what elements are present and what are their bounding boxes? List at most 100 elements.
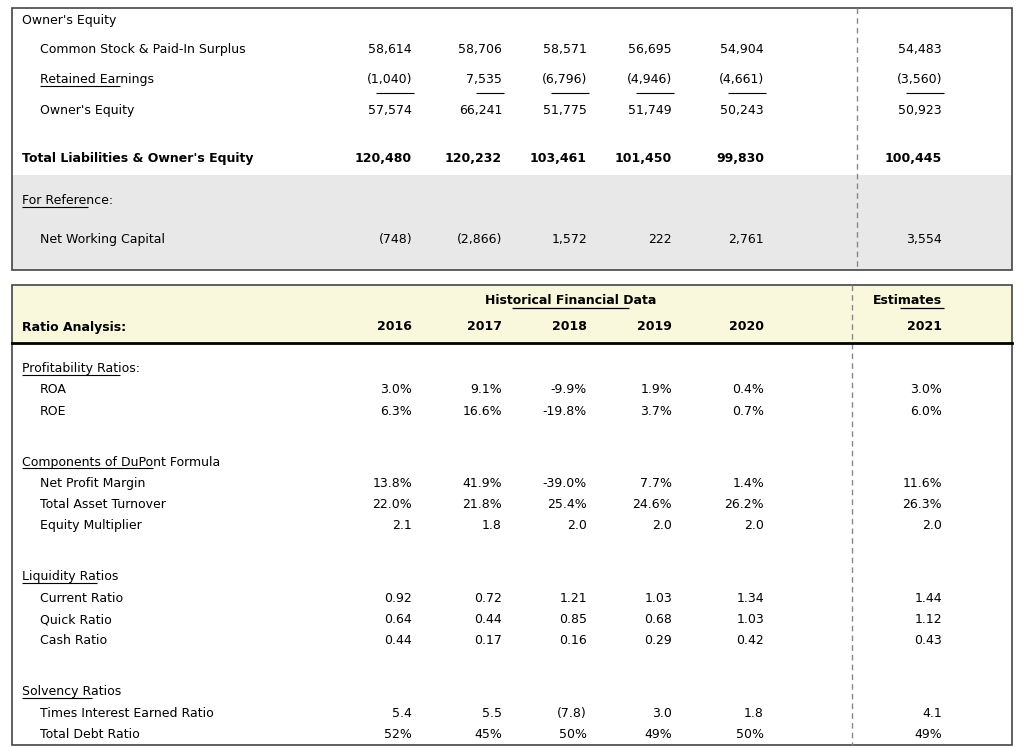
Bar [12, 285, 1012, 343]
Text: Net Profit Margin: Net Profit Margin [40, 477, 145, 490]
Text: Ratio Analysis:: Ratio Analysis: [22, 320, 126, 334]
Text: 58,614: 58,614 [369, 43, 412, 56]
Text: 2.0: 2.0 [567, 520, 587, 532]
Text: 16.6%: 16.6% [463, 404, 502, 418]
Text: Solvency Ratios: Solvency Ratios [22, 686, 121, 698]
Text: 0.16: 0.16 [559, 634, 587, 647]
Text: ROE: ROE [40, 404, 67, 418]
Text: Owner's Equity: Owner's Equity [40, 104, 134, 117]
Text: 0.68: 0.68 [644, 613, 672, 626]
Text: 0.42: 0.42 [736, 634, 764, 647]
Text: 1.03: 1.03 [736, 613, 764, 626]
Bar [12, 285, 1012, 745]
Text: 101,450: 101,450 [614, 152, 672, 165]
Text: 0.4%: 0.4% [732, 383, 764, 396]
Text: 103,461: 103,461 [530, 152, 587, 165]
Text: 0.44: 0.44 [384, 634, 412, 647]
Text: 3.0%: 3.0% [380, 383, 412, 396]
Text: Times Interest Earned Ratio: Times Interest Earned Ratio [40, 706, 214, 719]
Text: 11.6%: 11.6% [902, 477, 942, 490]
Text: Cash Ratio: Cash Ratio [40, 634, 108, 647]
Text: 5.4: 5.4 [392, 706, 412, 719]
Bar [12, 254, 1012, 270]
Text: 6.3%: 6.3% [380, 404, 412, 418]
Text: 49%: 49% [914, 728, 942, 741]
Text: 54,483: 54,483 [898, 43, 942, 56]
Text: 1.44: 1.44 [914, 592, 942, 604]
Text: Historical Financial Data: Historical Financial Data [484, 295, 656, 307]
Text: 49%: 49% [644, 728, 672, 741]
Text: -19.8%: -19.8% [543, 404, 587, 418]
Text: 1.21: 1.21 [559, 592, 587, 604]
Text: 50,923: 50,923 [898, 104, 942, 117]
Text: 1.03: 1.03 [644, 592, 672, 604]
Text: 2018: 2018 [552, 320, 587, 334]
Text: 5.5: 5.5 [482, 706, 502, 719]
Text: (4,661): (4,661) [719, 74, 764, 86]
Text: 66,241: 66,241 [459, 104, 502, 117]
Text: 7,535: 7,535 [466, 74, 502, 86]
Text: 50%: 50% [559, 728, 587, 741]
Text: 24.6%: 24.6% [633, 498, 672, 512]
Text: 58,571: 58,571 [543, 43, 587, 56]
Text: 1.34: 1.34 [736, 592, 764, 604]
Bar [12, 175, 1012, 188]
Text: 3.0: 3.0 [652, 706, 672, 719]
Text: (748): (748) [379, 232, 412, 246]
Text: (7.8): (7.8) [557, 706, 587, 719]
Text: 58,706: 58,706 [458, 43, 502, 56]
Text: 25.4%: 25.4% [547, 498, 587, 512]
Text: Estimates: Estimates [872, 295, 942, 307]
Text: (1,040): (1,040) [367, 74, 412, 86]
Text: 99,830: 99,830 [716, 152, 764, 165]
Text: 1.12: 1.12 [914, 613, 942, 626]
Text: 2.0: 2.0 [744, 520, 764, 532]
Bar [12, 188, 1012, 214]
Text: 2.0: 2.0 [652, 520, 672, 532]
Text: 0.7%: 0.7% [732, 404, 764, 418]
Text: 54,904: 54,904 [720, 43, 764, 56]
Text: 3.0%: 3.0% [910, 383, 942, 396]
Text: 2.1: 2.1 [392, 520, 412, 532]
Text: Total Asset Turnover: Total Asset Turnover [40, 498, 166, 512]
Text: (6,796): (6,796) [542, 74, 587, 86]
Text: 2016: 2016 [377, 320, 412, 334]
Text: 2021: 2021 [907, 320, 942, 334]
Text: 0.85: 0.85 [559, 613, 587, 626]
Text: Total Debt Ratio: Total Debt Ratio [40, 728, 139, 741]
Text: For Reference:: For Reference: [22, 194, 113, 207]
Text: Components of DuPont Formula: Components of DuPont Formula [22, 455, 220, 469]
Text: 0.92: 0.92 [384, 592, 412, 604]
Text: 13.8%: 13.8% [373, 477, 412, 490]
Text: 22.0%: 22.0% [373, 498, 412, 512]
Text: 26.3%: 26.3% [902, 498, 942, 512]
Text: Liquidity Ratios: Liquidity Ratios [22, 571, 119, 584]
Text: Retained Earnings: Retained Earnings [40, 74, 154, 86]
Text: 0.43: 0.43 [914, 634, 942, 647]
Text: 50,243: 50,243 [720, 104, 764, 117]
Text: Quick Ratio: Quick Ratio [40, 613, 112, 626]
Text: (4,946): (4,946) [627, 74, 672, 86]
Bar [12, 214, 1012, 223]
Text: 2.0: 2.0 [923, 520, 942, 532]
Text: -39.0%: -39.0% [543, 477, 587, 490]
Text: 9.1%: 9.1% [470, 383, 502, 396]
Text: 26.2%: 26.2% [724, 498, 764, 512]
Bar [12, 224, 1012, 254]
Text: 56,695: 56,695 [629, 43, 672, 56]
Text: 0.64: 0.64 [384, 613, 412, 626]
Text: Total Liabilities & Owner's Equity: Total Liabilities & Owner's Equity [22, 152, 254, 165]
Text: 0.72: 0.72 [474, 592, 502, 604]
Text: 0.44: 0.44 [474, 613, 502, 626]
Text: 100,445: 100,445 [885, 152, 942, 165]
Bar [12, 8, 1012, 270]
Text: 0.17: 0.17 [474, 634, 502, 647]
Text: Current Ratio: Current Ratio [40, 592, 123, 604]
Text: 120,480: 120,480 [355, 152, 412, 165]
Text: 57,574: 57,574 [368, 104, 412, 117]
Text: 50%: 50% [736, 728, 764, 741]
Text: 1.9%: 1.9% [640, 383, 672, 396]
Text: Net Working Capital: Net Working Capital [40, 232, 165, 246]
Text: 1.4%: 1.4% [732, 477, 764, 490]
Text: 41.9%: 41.9% [463, 477, 502, 490]
